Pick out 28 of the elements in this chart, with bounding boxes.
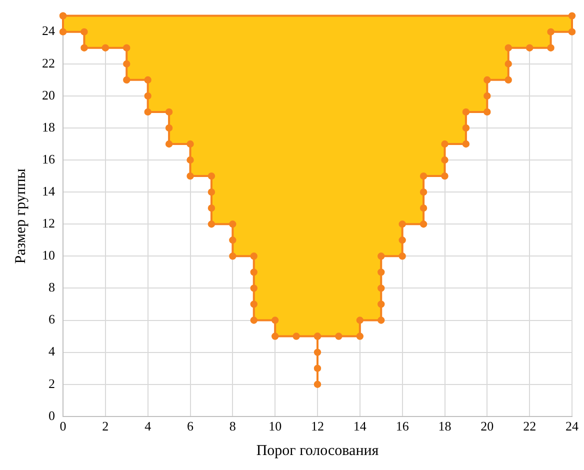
x-tick-label: 12	[311, 418, 324, 434]
x-tick-label: 10	[268, 418, 282, 434]
y-tick-label: 6	[48, 312, 56, 327]
x-tick-label: 22	[523, 418, 536, 434]
y-tick-label: 18	[42, 119, 55, 134]
x-tick-label: 24	[566, 418, 579, 434]
y-tick-label: 14	[42, 183, 56, 198]
x-tick-label: 6	[187, 418, 194, 434]
x-tick-label: 14	[353, 418, 367, 434]
y-tick-label: 12	[42, 216, 55, 231]
y-tick-label: 2	[48, 376, 55, 391]
x-tick-label: 4	[144, 418, 152, 434]
y-tick-label: 16	[42, 151, 56, 166]
y-tick-label: 22	[42, 55, 55, 70]
y-tick-label: 10	[42, 248, 55, 263]
x-tick-label: 20	[480, 418, 494, 434]
x-tick-label: 16	[396, 418, 410, 434]
y-tick-label: 0	[48, 408, 55, 423]
x-axis-title: Порог голосования	[256, 442, 379, 459]
x-tick-label: 2	[102, 418, 109, 434]
y-tick-label: 8	[48, 280, 55, 295]
x-tick-label: 8	[229, 418, 236, 434]
x-tick-label: 0	[60, 418, 66, 434]
y-axis-title: Размер группы	[12, 168, 29, 264]
y-tick-label: 24	[42, 23, 56, 38]
y-tick-label: 4	[48, 344, 56, 359]
y-tick-label: 20	[42, 87, 55, 102]
x-tick-label: 18	[438, 418, 452, 434]
